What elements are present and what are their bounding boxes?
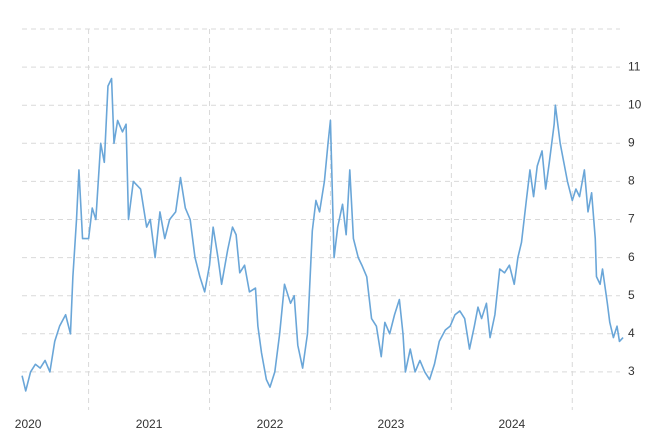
y-tick-label: 9 (628, 135, 635, 149)
data-line (21, 77, 624, 392)
y-tick-label: 6 (628, 250, 635, 264)
x-tick-label: 2024 (498, 417, 525, 431)
x-tick-label: 2021 (136, 417, 163, 431)
x-tick-label: 2023 (378, 417, 405, 431)
y-tick-label: 10 (628, 97, 642, 111)
y-tick-label: 3 (628, 364, 635, 378)
y-tick-label: 5 (628, 288, 635, 302)
y-tick-label: 7 (628, 212, 635, 226)
y-tick-label: 11 (628, 59, 641, 73)
y-tick-label: 8 (628, 174, 635, 188)
y-tick-label: 4 (628, 326, 635, 340)
x-tick-label: 2022 (257, 417, 284, 431)
x-tick-label: 2020 (15, 417, 42, 431)
